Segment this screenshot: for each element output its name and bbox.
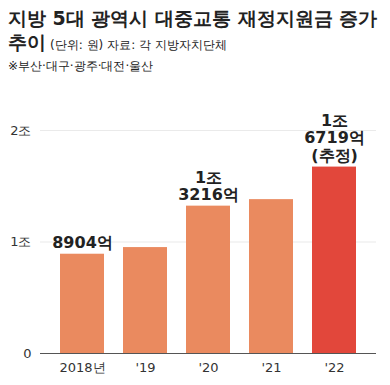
svg-text:'21: '21: [261, 360, 281, 375]
html-text:지방 5대 광역시 대중교통 재정지원금 증가 추이 (단위: 지방 5대 광역시 대중교통 재정지원금 증가 추이 (단위: 원) 자료: 각…: [8, 7, 378, 53]
svg-text:'22: '22: [324, 360, 344, 375]
html-text:※부산·대구·광주·대전·울산: ※부산·대구·광주·대전·울산: [8, 59, 154, 73]
svg-text:'19: '19: [135, 360, 155, 375]
svg-text:'20: '20: [198, 360, 218, 375]
svg-text:8904억: 8904억: [52, 233, 113, 252]
svg-text:1조3216억: 1조3216억: [178, 168, 239, 205]
svg-text:1조6719억(추정): 1조6719억(추정): [304, 111, 365, 165]
svg-text:0: 0: [23, 346, 31, 361]
svg-text:2조: 2조: [10, 123, 31, 138]
svg-text:2018년: 2018년: [59, 360, 105, 375]
svg-text:1조: 1조: [10, 234, 31, 249]
